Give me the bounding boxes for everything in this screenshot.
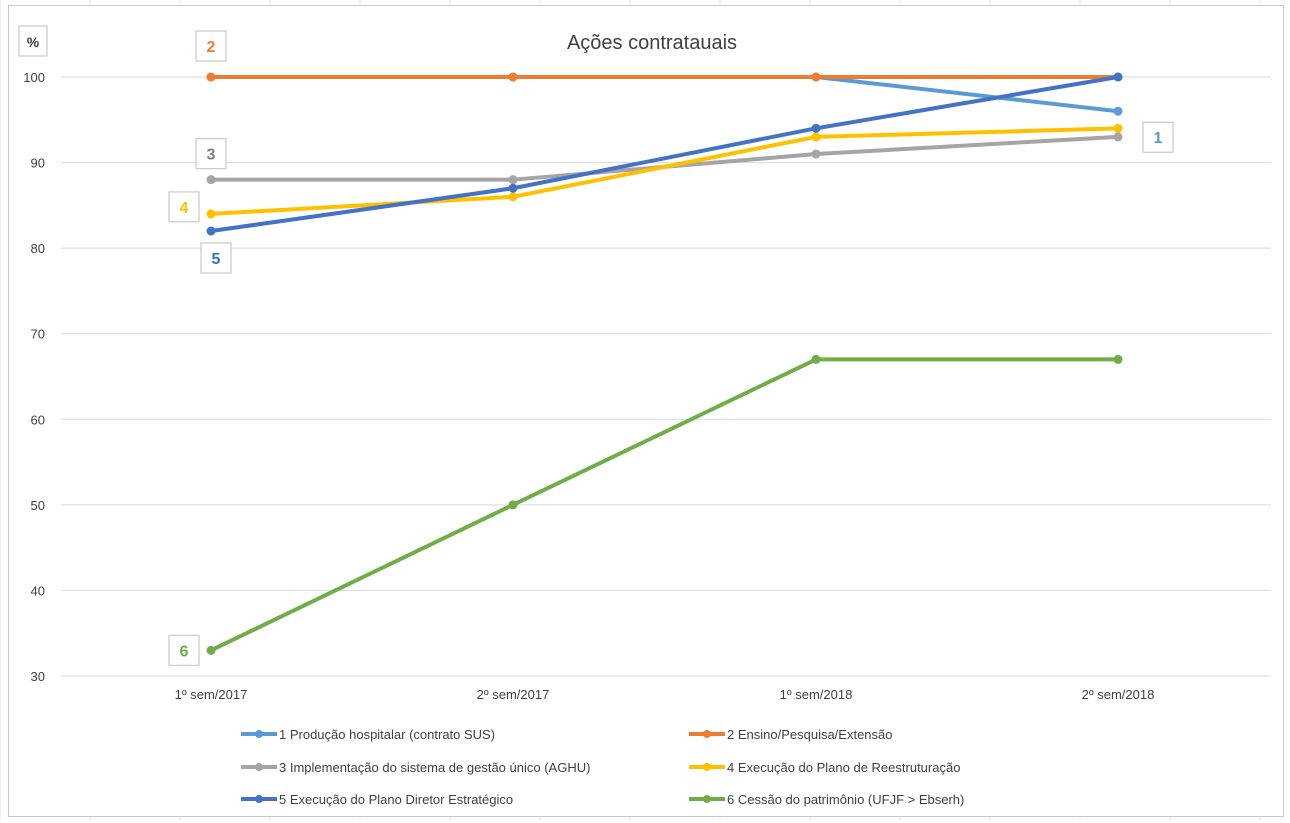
data-point[interactable] (206, 72, 216, 82)
y-tick-label: 80 (31, 241, 45, 256)
legend-label: 3 Implementação do sistema de gestão úni… (279, 760, 590, 775)
series-line (209, 126, 1120, 216)
y-axis-ticks: 30 40 50 60 70 80 90 100 (23, 70, 45, 684)
callout-label: 6 (180, 643, 189, 660)
callout-5[interactable]: 5 (200, 242, 232, 274)
x-axis-ticks: 1º sem/2017 2º sem/2017 1º sem/2018 2º sem/… (175, 687, 1155, 702)
series-6[interactable] (206, 354, 1123, 655)
x-tick-label: 2º sem/2018 (1082, 687, 1155, 702)
x-tick-label: 2º sem/2017 (477, 687, 550, 702)
y-tick-label: 60 (31, 412, 45, 427)
legend-item-1[interactable]: 1 Produção hospitalar (contrato SUS) (241, 727, 495, 742)
data-point[interactable] (206, 209, 216, 219)
data-point[interactable] (1113, 354, 1123, 364)
data-point[interactable] (811, 354, 821, 364)
series-line (209, 75, 1120, 234)
legend-item-2[interactable]: 2 Ensino/Pesquisa/Extensão (689, 727, 893, 742)
legend-label: 1 Produção hospitalar (contrato SUS) (279, 727, 495, 742)
legend-item-3[interactable]: 3 Implementação do sistema de gestão úni… (241, 760, 590, 775)
series-4[interactable] (206, 123, 1123, 219)
x-tick-label: 1º sem/2018 (780, 687, 853, 702)
callout-label: 2 (207, 39, 216, 56)
data-point[interactable] (508, 192, 518, 202)
y-axis-unit-box: % (18, 25, 48, 57)
y-tick-label: 30 (31, 669, 45, 684)
data-point[interactable] (206, 645, 216, 655)
legend-label: 4 Execução do Plano de Reestruturação (727, 760, 960, 775)
y-tick-label: 50 (31, 498, 45, 513)
data-point[interactable] (811, 132, 821, 142)
y-tick-label: 90 (31, 156, 45, 171)
series-line (209, 357, 1120, 653)
legend-item-4[interactable]: 4 Execução do Plano de Reestruturação (689, 760, 960, 775)
callout-label: 1 (1154, 130, 1163, 147)
data-point[interactable] (1113, 132, 1123, 142)
callout-2[interactable]: 2 (195, 30, 227, 62)
series-line (209, 75, 1120, 114)
series-5[interactable] (206, 72, 1123, 236)
data-point[interactable] (508, 175, 518, 185)
legend-item-6[interactable]: 6 Cessão do patrimônio (UFJF > Ebserh) (689, 792, 964, 807)
data-point[interactable] (811, 123, 821, 133)
data-point[interactable] (1113, 106, 1123, 116)
data-point[interactable] (508, 183, 518, 193)
callout-label: 5 (212, 251, 221, 268)
callout-6[interactable]: 6 (168, 634, 200, 666)
x-tick-label: 1º sem/2017 (175, 687, 248, 702)
series-2[interactable] (206, 72, 1123, 82)
callout-label: 4 (180, 200, 189, 217)
legend-item-5[interactable]: 5 Execução do Plano Diretor Estratégico (241, 792, 513, 807)
legend-label: 2 Ensino/Pesquisa/Extensão (727, 727, 893, 742)
legend-label: 5 Execução do Plano Diretor Estratégico (279, 792, 513, 807)
y-tick-label: 70 (31, 327, 45, 342)
callout-4[interactable]: 4 (168, 191, 200, 223)
series-lines (206, 72, 1123, 655)
data-point[interactable] (508, 72, 518, 82)
data-point[interactable] (508, 500, 518, 510)
legend-label: 6 Cessão do patrimônio (UFJF > Ebserh) (727, 792, 964, 807)
data-point[interactable] (206, 175, 216, 185)
data-point[interactable] (811, 149, 821, 159)
line-chart: 30 40 50 60 70 80 90 100 1º sem/2017 2º sem/2017… (18, 25, 1271, 807)
data-point[interactable] (811, 72, 821, 82)
chart-area[interactable]: 30 40 50 60 70 80 90 100 1º sem/2017 2º sem/2017… (8, 5, 1284, 817)
y-axis-label: % (27, 34, 40, 50)
data-point[interactable] (1113, 72, 1123, 82)
legend: 1 Produção hospitalar (contrato SUS) 2 En… (241, 727, 964, 807)
data-point[interactable] (206, 226, 216, 236)
callout-3[interactable]: 3 (195, 138, 227, 170)
y-tick-label: 100 (23, 70, 45, 85)
chart-title: Ações contratauais (567, 32, 737, 54)
series-callouts: 1 2 3 4 5 6 (168, 30, 1174, 666)
y-tick-label: 40 (31, 583, 45, 598)
callout-1[interactable]: 1 (1142, 121, 1174, 153)
callout-label: 3 (207, 147, 216, 164)
data-point[interactable] (1113, 123, 1123, 133)
